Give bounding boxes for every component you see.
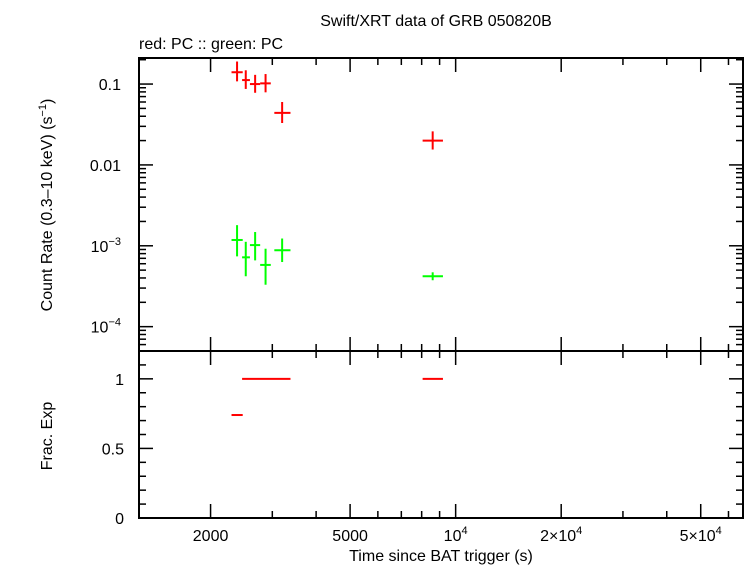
y-tick-label: 10−3 — [91, 236, 121, 256]
data-point — [249, 74, 261, 93]
top-y-tick-labels: 0.1 0.01 10−3 10−4 — [90, 77, 121, 337]
chart-title: Swift/XRT data of GRB 050820B — [320, 13, 552, 30]
data-point — [242, 70, 250, 89]
top-panel-frame — [138, 57, 744, 352]
data-point — [260, 248, 271, 285]
y-tick-label: 0.1 — [99, 77, 121, 94]
bottom-panel-frame — [138, 350, 744, 519]
data-point — [260, 74, 271, 93]
y-axis-label-frac-exp: Frac. Exp — [39, 402, 56, 471]
bottom-panel-ticks — [139, 350, 743, 519]
y-tick-label: 10−4 — [91, 317, 121, 337]
data-point — [274, 238, 291, 263]
top-panel-ticks — [139, 58, 743, 352]
data-point — [231, 61, 243, 82]
x-tick-label: 104 — [444, 525, 468, 545]
data-point — [422, 272, 443, 281]
data-point — [274, 101, 291, 123]
chart-subtitle: red: PC :: green: PC — [139, 36, 283, 53]
data-point — [249, 232, 261, 261]
count-rate-data — [231, 61, 443, 285]
x-tick-label: 5×104 — [680, 525, 722, 545]
x-tick-label: 2000 — [193, 528, 229, 545]
x-tick-label: 5000 — [332, 528, 368, 545]
y-axis-label-count-rate: Count Rate (0.3–10 keV) (s−1) — [37, 99, 56, 312]
x-tick-label: 2×104 — [540, 525, 582, 545]
data-point — [242, 241, 250, 277]
y-tick-label: 1 — [115, 372, 124, 389]
y-tick-label: 0 — [115, 511, 124, 528]
data-point — [231, 225, 243, 257]
y-tick-label: 0.01 — [90, 158, 121, 175]
x-tick-labels: 2000 5000 104 2×104 5×104 — [193, 525, 722, 545]
data-point — [422, 131, 443, 150]
y-tick-label: 0.5 — [102, 441, 124, 458]
x-axis-label: Time since BAT trigger (s) — [349, 548, 533, 565]
bottom-y-tick-labels: 00.51 — [102, 372, 124, 528]
frac-exp-data — [231, 377, 443, 417]
